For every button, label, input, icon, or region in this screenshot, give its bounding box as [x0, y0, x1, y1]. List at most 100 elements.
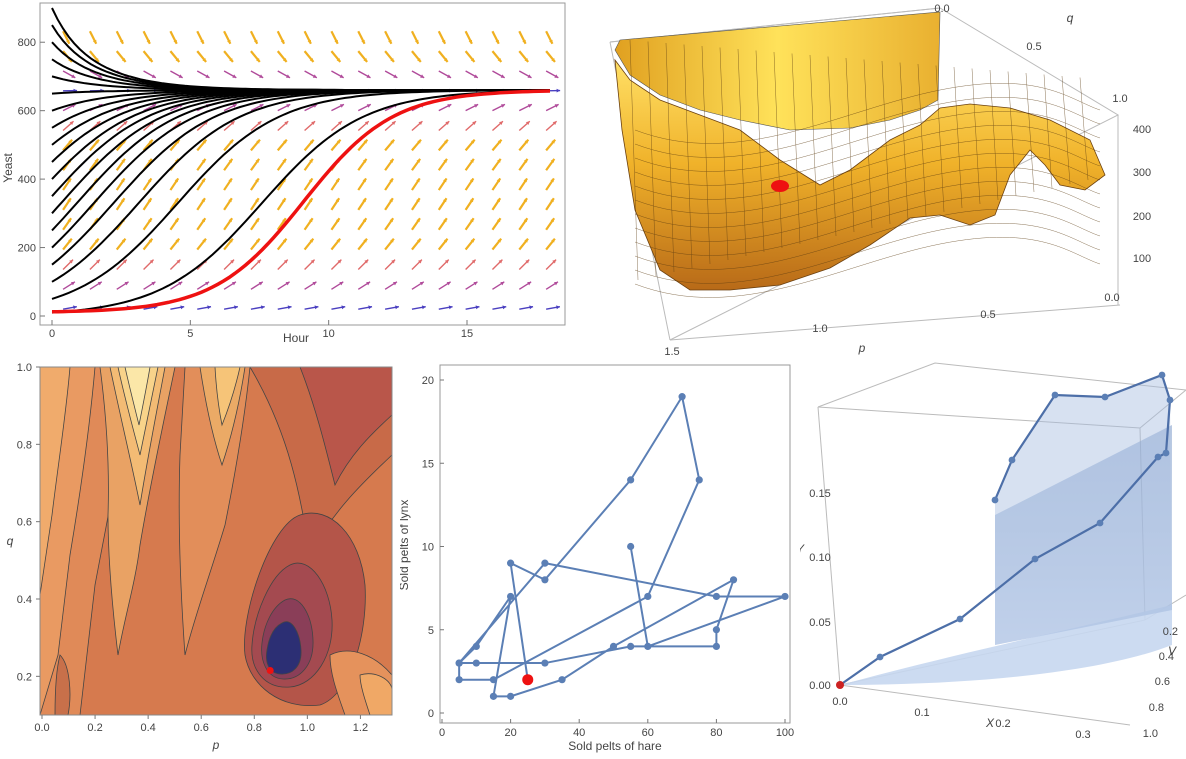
data-point: [473, 659, 480, 666]
y-tick-label: 0.4: [17, 594, 32, 606]
data-point: [558, 676, 565, 683]
x-axis-label: X: [985, 716, 995, 730]
y-axis-label: Y: [800, 542, 805, 556]
p-axis-label: p: [858, 341, 866, 355]
data-point: [507, 560, 514, 567]
y-tick-label: 200: [18, 243, 36, 255]
x-tick-label: 0.8: [247, 722, 262, 734]
data-point: [713, 626, 720, 633]
y-axis-label: Sold pelts of lynx: [400, 500, 411, 591]
y-tick-label: 0.05: [809, 617, 830, 629]
data-point: [1159, 372, 1166, 379]
v-tick-label: 0.6: [1155, 676, 1170, 688]
x-tick-label: 0.0: [832, 696, 847, 708]
x-axis-label: p: [212, 738, 220, 752]
data-point: [957, 616, 964, 623]
trajectory-3d-chart: 0.000.050.100.150.00.10.20.30.20.40.60.8…: [800, 355, 1186, 754]
v-axis-label: V: [1168, 644, 1177, 658]
data-point: [627, 476, 634, 483]
data-point: [1032, 556, 1039, 563]
x-tick-label: 0.1: [914, 707, 929, 719]
data-point: [730, 576, 737, 583]
z-tick-label: 200: [1133, 211, 1151, 223]
y-tick-label: 0.00: [809, 680, 830, 692]
y-tick-label: 400: [18, 174, 36, 186]
data-point: [1009, 457, 1016, 464]
y-tick-label: 10: [422, 542, 434, 554]
contour-minimum-marker: [267, 667, 274, 674]
z-tick-label: 100: [1133, 253, 1151, 265]
q-axis-label: q: [1067, 11, 1074, 25]
x-tick-label: 100: [776, 727, 794, 739]
data-point: [456, 676, 463, 683]
x-axis-label: Hour: [283, 331, 309, 345]
data-point: [473, 643, 480, 650]
data-point: [541, 560, 548, 567]
y-tick-label: 0.15: [809, 488, 830, 500]
start-point-marker: [522, 674, 533, 685]
p-tick-label: 0.0: [1104, 292, 1119, 304]
q-tick-label: 1.0: [1112, 93, 1127, 105]
data-point: [679, 393, 686, 400]
x-tick-label: 60: [642, 727, 654, 739]
x-tick-label: 0: [439, 727, 445, 739]
data-point: [627, 643, 634, 650]
data-point: [507, 593, 514, 600]
x-tick-label: 0.6: [194, 722, 209, 734]
data-point: [713, 593, 720, 600]
x-tick-label: 40: [573, 727, 585, 739]
y-tick-label: 0: [30, 311, 36, 323]
data-point: [696, 476, 703, 483]
y-tick-label: 0.10: [809, 552, 830, 564]
x-tick-label: 0: [49, 328, 55, 340]
data-point: [1163, 450, 1170, 457]
x-tick-label: 0.2: [995, 718, 1010, 730]
y-tick-label: 800: [18, 37, 36, 49]
data-point: [1097, 520, 1104, 527]
y-tick-label: 600: [18, 106, 36, 118]
y-tick-label: 5: [428, 625, 434, 637]
y-tick-label: 0.2: [17, 671, 32, 683]
q-tick-label: 0.5: [1026, 41, 1041, 53]
data-point: [1155, 454, 1162, 461]
q-tick-label: 0.0: [934, 3, 949, 15]
x-tick-label: 80: [710, 727, 722, 739]
x-tick-label: 0.4: [140, 722, 155, 734]
z-tick-label: 300: [1133, 167, 1151, 179]
data-point: [627, 543, 634, 550]
x-tick-label: 1.0: [300, 722, 315, 734]
data-point: [610, 643, 617, 650]
y-tick-label: 0.8: [17, 439, 32, 451]
x-tick-label: 15: [461, 328, 473, 340]
v-tick-label: 1.0: [1143, 728, 1158, 740]
data-point: [490, 693, 497, 700]
data-point: [713, 643, 720, 650]
data-point: [541, 576, 548, 583]
data-point: [877, 654, 884, 661]
y-tick-label: 1.0: [17, 362, 32, 374]
x-tick-label: 5: [187, 328, 193, 340]
surface-minimum-marker: [771, 180, 789, 192]
y-tick-label: 0.6: [17, 517, 32, 529]
data-point: [541, 659, 548, 666]
y-axis-label: q: [7, 534, 14, 548]
data-point: [456, 659, 463, 666]
x-tick-label: 0.2: [87, 722, 102, 734]
data-point: [1102, 394, 1109, 401]
data-point: [644, 643, 651, 650]
trajectory-curtain-top: [995, 375, 1172, 645]
data-point: [781, 593, 788, 600]
p-tick-label: 0.5: [980, 309, 995, 321]
x-axis-label: Sold pelts of hare: [568, 739, 662, 753]
x-tick-label: 0.0: [34, 722, 49, 734]
data-point: [992, 497, 999, 504]
